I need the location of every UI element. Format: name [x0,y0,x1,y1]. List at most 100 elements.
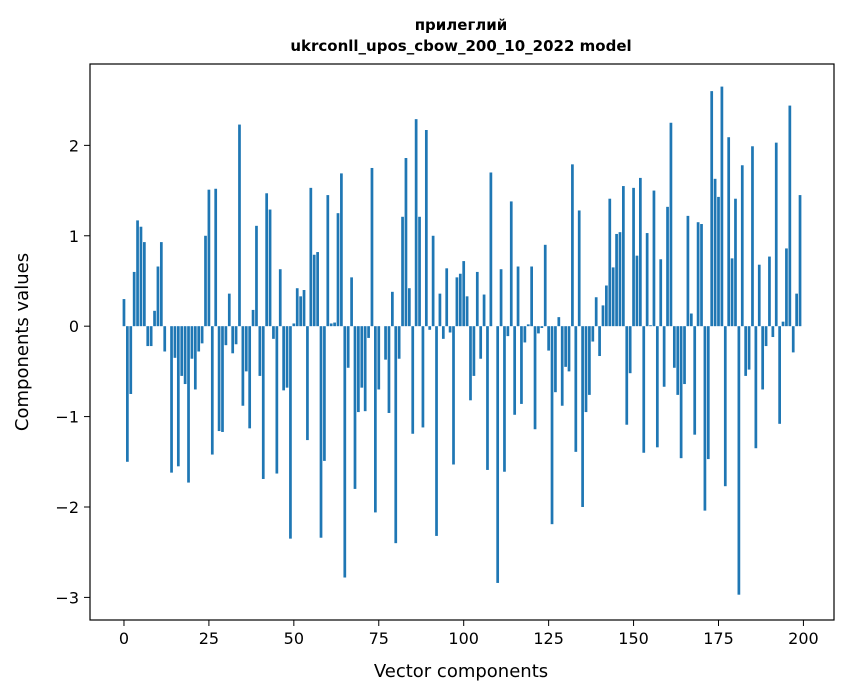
bar-194 [781,321,785,327]
bar-98 [455,277,459,327]
bar-175 [717,196,720,327]
bar-141 [601,305,605,327]
bar-156 [652,190,656,327]
bar-96 [448,326,452,333]
bar-122 [537,326,540,334]
bar-37 [248,326,252,429]
bar-79 [391,291,394,327]
bar-185 [751,146,754,327]
bar-22 [197,326,201,352]
bar-12 [163,326,167,352]
bar-168 [693,326,697,435]
bar-159 [662,326,666,387]
bar-178 [727,137,731,327]
bar-142 [605,285,608,327]
bar-112 [503,326,506,472]
bar-111 [499,269,503,327]
bar-54 [306,326,309,441]
bar-49 [289,326,292,539]
bar-183 [744,326,748,376]
x-tick-label: 125 [533,629,564,648]
y-tick-label: −1 [55,408,79,427]
bar-1 [126,326,129,462]
bar-133 [574,326,578,452]
bar-151 [635,255,639,327]
bar-172 [706,326,710,460]
bar-95 [445,268,449,327]
bar-31 [227,293,231,327]
y-axis-label: Components values [12,253,33,431]
bar-93 [438,293,442,327]
bar-30 [224,326,228,346]
bar-64 [340,173,343,327]
bar-107 [486,326,489,470]
bar-27 [214,188,218,327]
bar-131 [567,326,571,372]
bar-29 [221,326,224,432]
bar-140 [598,326,601,357]
bar-71 [363,326,367,412]
bar-170 [700,224,703,327]
bar-14 [170,326,173,473]
bar-169 [696,222,700,327]
bar-52 [299,296,302,327]
bar-199 [798,195,802,327]
x-tick-label: 200 [788,629,819,648]
bar-173 [710,91,714,327]
bar-123 [540,326,544,328]
bar-101 [465,296,469,327]
bar-73 [370,167,374,327]
bar-99 [458,273,462,327]
x-tick-label: 150 [618,629,649,648]
bar-80 [394,326,398,544]
bar-45 [275,326,279,474]
bar-132 [571,164,574,327]
y-tick-label: 1 [69,227,79,246]
bar-160 [666,206,669,327]
x-tick-label: 50 [284,629,304,648]
bar-24 [204,235,207,327]
bar-62 [333,322,336,327]
plot-frame [89,63,835,621]
bar-9 [153,310,156,327]
bar-197 [791,326,795,353]
bar-110 [496,326,500,583]
bar-189 [764,326,768,347]
bar-136 [584,326,588,413]
bar-61 [329,323,333,327]
bar-165 [683,326,686,385]
bar-139 [594,297,598,327]
bar-100 [462,261,466,327]
bar-4 [136,220,139,327]
bar-16 [176,326,180,467]
bar-121 [533,326,537,430]
bar-147 [622,186,625,327]
bar-114 [509,201,513,327]
bar-82 [401,216,404,327]
bar-2 [129,326,133,394]
bar-103 [472,326,476,376]
bar-42 [265,193,269,327]
bar-106 [482,294,486,327]
bar-161 [669,122,673,327]
bar-174 [713,178,717,327]
bar-113 [506,326,510,337]
bar-180 [734,198,737,327]
bar-94 [441,326,445,339]
bar-120 [530,266,533,327]
x-tick-label: 175 [703,629,734,648]
bar-145 [615,233,618,327]
bar-153 [642,326,646,453]
bar-36 [244,326,248,372]
bar-177 [723,326,727,487]
bar-41 [261,326,265,479]
bar-3 [132,271,136,327]
bar-86 [414,119,418,327]
bar-162 [672,326,676,368]
bars-layer [122,86,802,595]
bar-118 [523,326,527,343]
bar-15 [173,326,177,358]
bar-166 [686,215,690,327]
bar-84 [407,288,411,327]
